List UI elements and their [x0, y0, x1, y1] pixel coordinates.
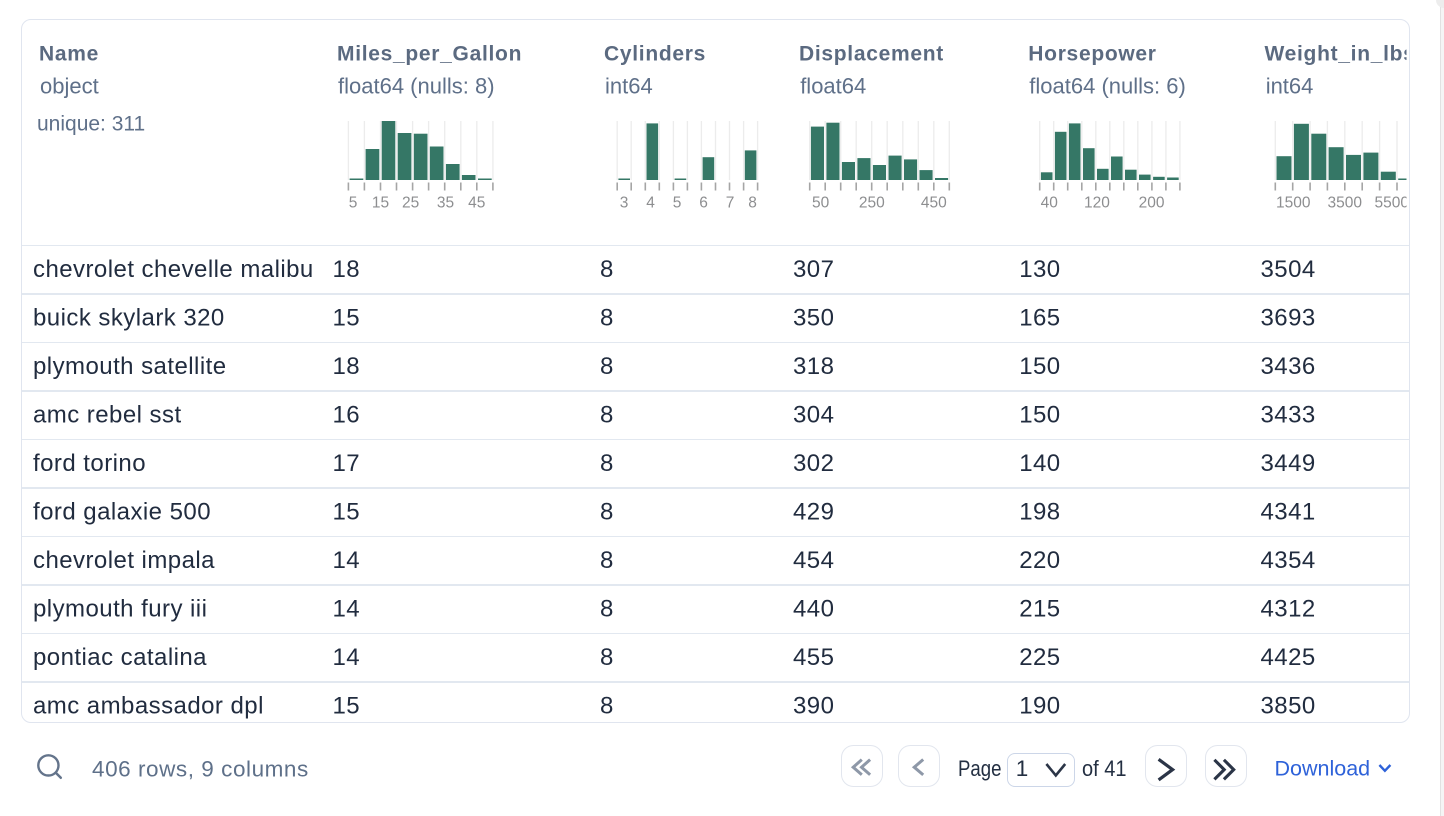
svg-text:390: 390: [793, 692, 834, 719]
svg-text:15: 15: [333, 304, 361, 331]
svg-text:3850: 3850: [1261, 692, 1316, 719]
svg-text:8: 8: [600, 353, 614, 380]
svg-text:Name: Name: [39, 43, 99, 66]
svg-text:406 rows, 9 columns: 406 rows, 9 columns: [92, 757, 309, 782]
svg-text:200: 200: [1139, 195, 1165, 212]
svg-text:3500: 3500: [1328, 195, 1363, 212]
svg-text:8: 8: [600, 498, 614, 525]
svg-text:chevrolet impala: chevrolet impala: [33, 547, 215, 574]
svg-text:150: 150: [1019, 401, 1060, 428]
svg-text:4312: 4312: [1261, 595, 1316, 622]
svg-text:Weight_in_lbs: Weight_in_lbs: [1265, 43, 1410, 66]
svg-text:3693: 3693: [1261, 304, 1316, 331]
svg-text:unique: 311: unique: 311: [37, 112, 145, 135]
svg-text:ford torino: ford torino: [33, 450, 146, 477]
svg-text:225: 225: [1019, 644, 1060, 671]
svg-text:5: 5: [673, 195, 682, 212]
svg-text:14: 14: [333, 547, 361, 574]
svg-text:3433: 3433: [1261, 401, 1316, 428]
svg-text:165: 165: [1019, 304, 1060, 331]
svg-text:buick skylark 320: buick skylark 320: [33, 304, 225, 331]
svg-text:17: 17: [333, 450, 361, 477]
svg-text:8: 8: [600, 644, 614, 671]
svg-text:130: 130: [1019, 256, 1060, 283]
svg-text:amc rebel sst: amc rebel sst: [33, 401, 182, 428]
svg-text:4354: 4354: [1261, 547, 1316, 574]
svg-text:8: 8: [600, 256, 614, 283]
svg-text:350: 350: [793, 304, 834, 331]
svg-text:float64: float64: [800, 74, 866, 99]
svg-text:150: 150: [1019, 353, 1060, 380]
svg-text:215: 215: [1019, 595, 1060, 622]
svg-text:18: 18: [333, 256, 361, 283]
svg-text:120: 120: [1084, 195, 1110, 212]
svg-text:1: 1: [1016, 756, 1029, 781]
svg-text:float64 (nulls: 8): float64 (nulls: 8): [338, 74, 495, 99]
svg-text:4341: 4341: [1261, 498, 1316, 525]
svg-text:15: 15: [333, 692, 361, 719]
svg-text:454: 454: [793, 547, 834, 574]
svg-text:40: 40: [1041, 195, 1059, 212]
svg-text:3436: 3436: [1261, 353, 1316, 380]
svg-text:amc ambassador dpl: amc ambassador dpl: [33, 692, 264, 719]
svg-text:Download: Download: [1275, 757, 1371, 781]
svg-text:plymouth fury iii: plymouth fury iii: [33, 595, 207, 622]
svg-text:304: 304: [793, 401, 834, 428]
svg-text:307: 307: [793, 256, 834, 283]
svg-text:18: 18: [333, 353, 361, 380]
svg-text:35: 35: [437, 195, 454, 212]
svg-text:8: 8: [600, 401, 614, 428]
svg-text:14: 14: [333, 595, 361, 622]
svg-text:8: 8: [600, 595, 614, 622]
svg-text:float64 (nulls: 6): float64 (nulls: 6): [1029, 74, 1186, 99]
svg-text:440: 440: [793, 595, 834, 622]
svg-text:Horsepower: Horsepower: [1028, 43, 1156, 66]
svg-text:50: 50: [812, 195, 830, 212]
svg-text:int64: int64: [605, 74, 653, 99]
svg-text:14: 14: [333, 644, 361, 671]
svg-text:250: 250: [859, 195, 885, 212]
svg-text:6: 6: [699, 195, 708, 212]
svg-text:45: 45: [468, 195, 485, 212]
svg-text:int64: int64: [1266, 74, 1314, 99]
svg-text:Cylinders: Cylinders: [604, 43, 706, 66]
svg-text:8: 8: [748, 195, 757, 212]
svg-text:4: 4: [646, 195, 655, 212]
svg-text:3504: 3504: [1261, 256, 1316, 283]
svg-text:7: 7: [726, 195, 735, 212]
svg-text:plymouth satellite: plymouth satellite: [33, 353, 227, 380]
svg-text:16: 16: [333, 401, 361, 428]
svg-text:ford galaxie 500: ford galaxie 500: [33, 498, 211, 525]
svg-text:of 41: of 41: [1082, 756, 1127, 781]
svg-text:8: 8: [600, 304, 614, 331]
svg-text:pontiac catalina: pontiac catalina: [33, 644, 207, 671]
svg-text:3449: 3449: [1261, 450, 1316, 477]
svg-text:8: 8: [600, 692, 614, 719]
svg-text:318: 318: [793, 353, 834, 380]
svg-text:chevrolet chevelle malibu: chevrolet chevelle malibu: [33, 256, 314, 283]
svg-text:455: 455: [793, 644, 834, 671]
svg-text:8: 8: [600, 450, 614, 477]
svg-text:302: 302: [793, 450, 834, 477]
svg-text:Miles_per_Gallon: Miles_per_Gallon: [337, 43, 522, 66]
svg-text:1500: 1500: [1276, 195, 1311, 212]
svg-text:140: 140: [1019, 450, 1060, 477]
svg-text:429: 429: [793, 498, 834, 525]
svg-text:15: 15: [333, 498, 361, 525]
svg-text:450: 450: [921, 195, 947, 212]
svg-text:220: 220: [1019, 547, 1060, 574]
svg-text:198: 198: [1019, 498, 1060, 525]
svg-text:25: 25: [402, 195, 419, 212]
svg-text:4425: 4425: [1261, 644, 1316, 671]
svg-text:Page: Page: [958, 756, 1002, 781]
svg-text:Displacement: Displacement: [799, 43, 944, 66]
svg-text:15: 15: [372, 195, 389, 212]
svg-text:object: object: [40, 74, 99, 99]
svg-text:5: 5: [349, 195, 358, 212]
svg-text:8: 8: [600, 547, 614, 574]
svg-text:3: 3: [620, 195, 629, 212]
svg-text:190: 190: [1019, 692, 1060, 719]
svg-text:5500: 5500: [1374, 195, 1409, 212]
